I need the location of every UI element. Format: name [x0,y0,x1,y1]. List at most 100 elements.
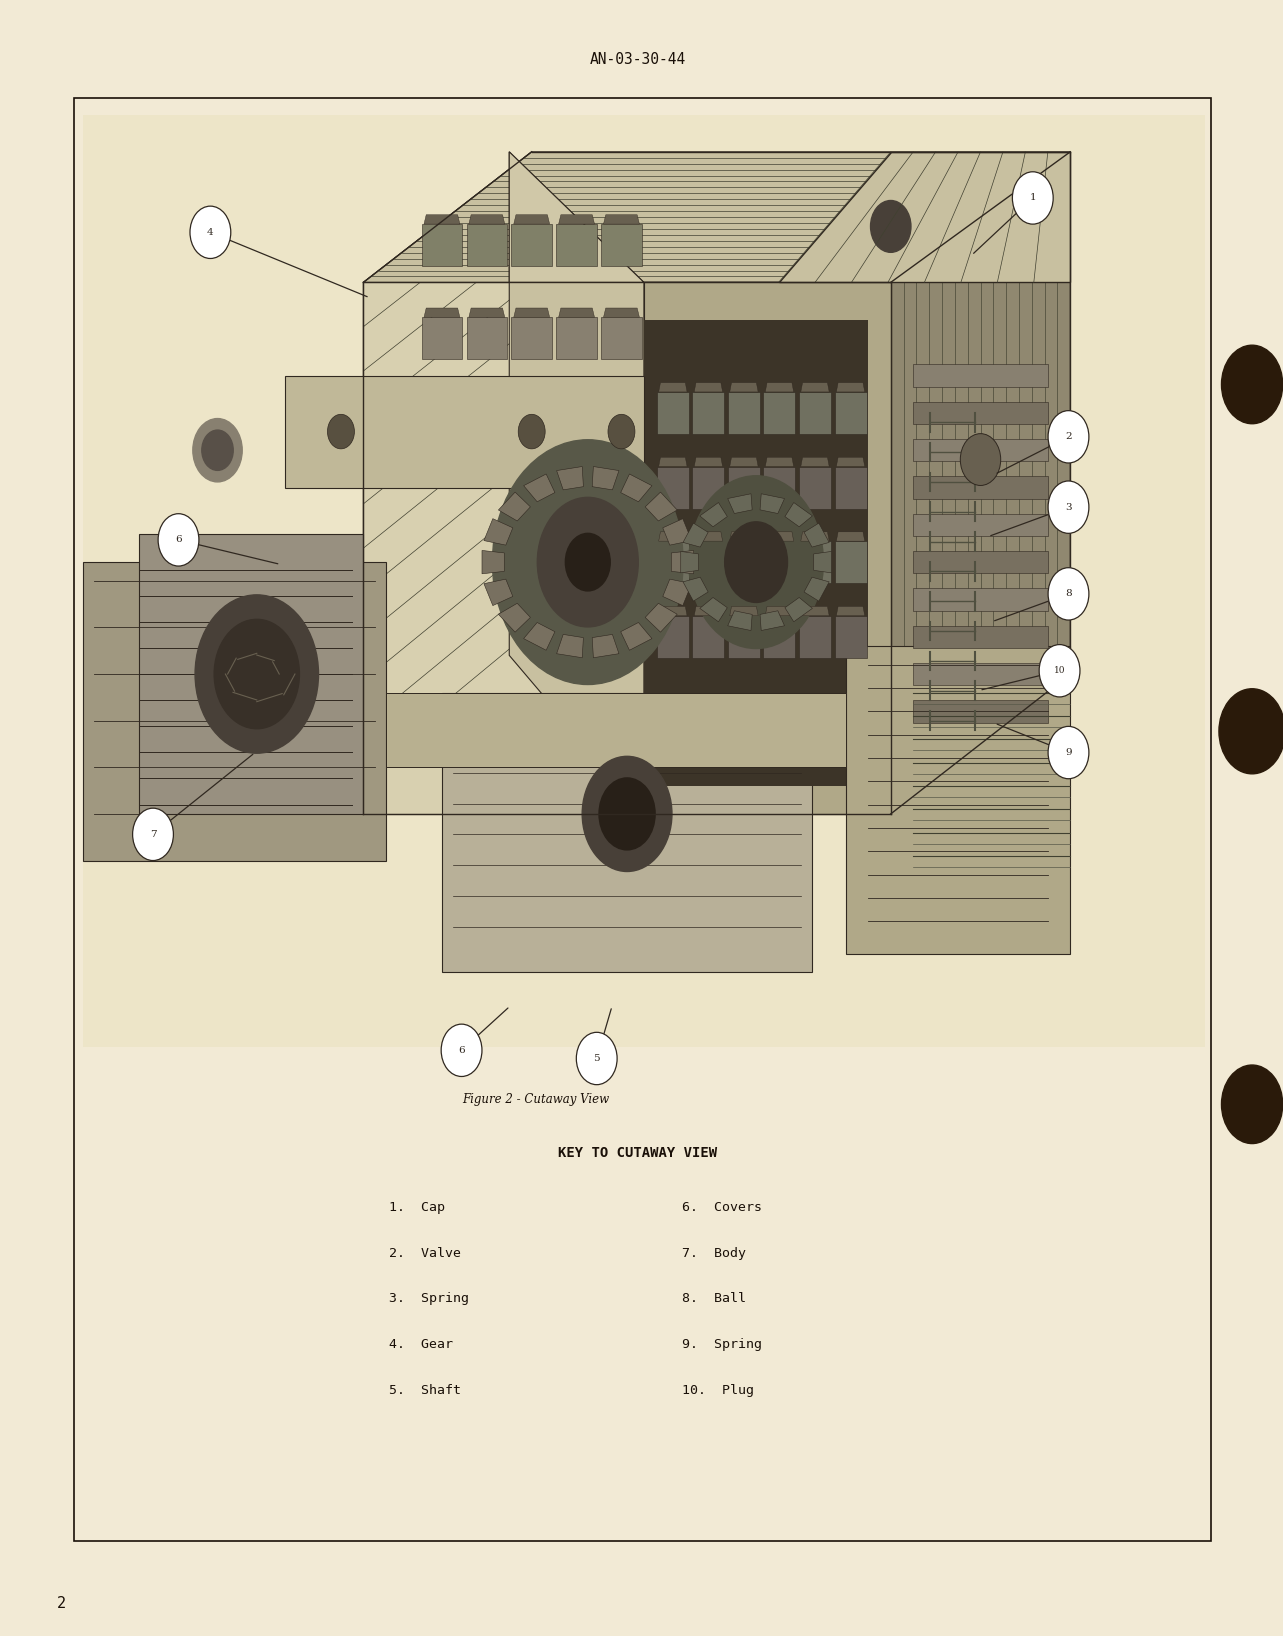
Text: 6: 6 [458,1045,464,1055]
Polygon shape [727,466,760,509]
Bar [913,589,1048,610]
Circle shape [1219,689,1283,774]
Polygon shape [763,542,795,582]
Polygon shape [557,317,597,360]
Polygon shape [658,607,688,615]
Text: 5: 5 [594,1054,600,1063]
Polygon shape [813,551,831,573]
Polygon shape [694,383,722,393]
Polygon shape [799,542,831,582]
Circle shape [582,756,672,872]
Polygon shape [763,393,795,434]
Polygon shape [683,578,708,600]
Polygon shape [512,224,552,267]
Polygon shape [837,532,865,542]
Text: 6: 6 [176,535,182,545]
Circle shape [599,779,656,851]
Polygon shape [837,456,865,466]
Polygon shape [363,152,1070,283]
Polygon shape [467,224,507,267]
Polygon shape [801,456,829,466]
Circle shape [190,206,231,258]
Polygon shape [513,214,549,224]
Polygon shape [83,563,386,861]
Polygon shape [285,376,644,488]
Polygon shape [644,283,890,815]
Polygon shape [602,317,642,360]
Text: 2: 2 [56,1595,65,1611]
Polygon shape [765,607,794,615]
Polygon shape [645,604,677,631]
Polygon shape [845,646,1070,954]
Circle shape [566,533,611,591]
Bar [913,663,1048,685]
Circle shape [538,497,638,627]
Polygon shape [498,604,530,631]
Polygon shape [765,456,794,466]
Polygon shape [699,502,727,527]
Polygon shape [730,532,758,542]
Circle shape [518,414,545,448]
Text: AN-03-30-44: AN-03-30-44 [589,52,685,67]
Polygon shape [693,393,725,434]
Polygon shape [760,494,784,514]
Bar [74,98,1211,1541]
Bar [913,514,1048,537]
Bar [913,438,1048,461]
Text: 8.  Ball: 8. Ball [683,1292,747,1306]
Polygon shape [727,393,760,434]
Polygon shape [683,524,708,546]
Polygon shape [512,317,552,360]
Text: 4: 4 [207,227,214,237]
Polygon shape [657,542,689,582]
Circle shape [1048,411,1089,463]
Polygon shape [423,308,459,317]
Polygon shape [363,674,1070,815]
Polygon shape [441,692,812,972]
Text: 1: 1 [1029,193,1037,203]
Polygon shape [799,393,831,434]
Polygon shape [694,607,722,615]
Circle shape [327,414,354,448]
Polygon shape [557,224,597,267]
Polygon shape [603,308,639,317]
Text: 9.  Spring: 9. Spring [683,1338,762,1351]
Polygon shape [557,466,584,489]
Polygon shape [730,383,758,393]
Polygon shape [558,308,594,317]
Polygon shape [509,152,890,283]
Polygon shape [834,466,866,509]
Bar [913,402,1048,424]
Polygon shape [621,474,652,502]
Polygon shape [498,492,530,520]
Polygon shape [484,519,513,545]
Text: 9: 9 [1065,748,1071,757]
Bar [83,115,1205,1047]
Polygon shape [804,524,829,546]
Polygon shape [657,393,689,434]
Polygon shape [730,607,758,615]
Circle shape [195,596,318,753]
Polygon shape [657,466,689,509]
Circle shape [1012,172,1053,224]
Polygon shape [644,319,869,785]
Circle shape [192,419,242,483]
Polygon shape [593,466,618,489]
Polygon shape [663,579,692,605]
Polygon shape [658,456,688,466]
Polygon shape [468,214,504,224]
Polygon shape [765,532,794,542]
Text: Figure 2 - Cutaway View: Figure 2 - Cutaway View [462,1093,609,1106]
Polygon shape [834,393,866,434]
Polygon shape [837,607,865,615]
Text: 7.  Body: 7. Body [683,1247,747,1260]
Polygon shape [779,152,1070,283]
Bar [913,551,1048,573]
Bar [913,700,1048,723]
Circle shape [1048,726,1089,779]
Polygon shape [657,615,689,658]
Polygon shape [693,542,725,582]
Text: 4.  Gear: 4. Gear [389,1338,453,1351]
Text: 3: 3 [1065,502,1071,512]
Polygon shape [727,542,760,582]
